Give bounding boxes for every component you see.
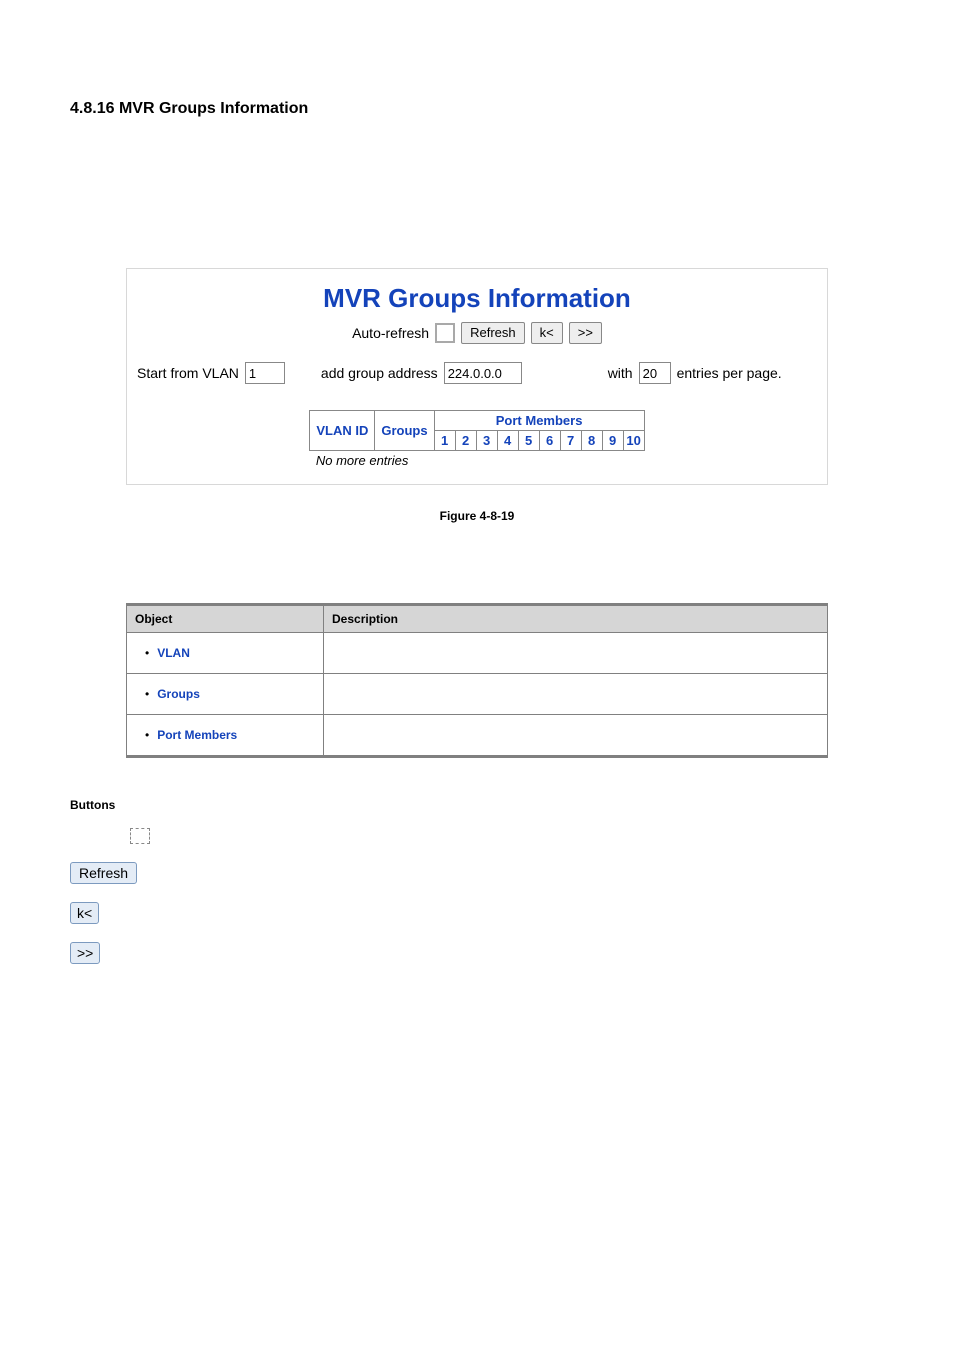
auto-refresh-hint-row: [70, 828, 884, 844]
entries-per-page-label: entries per page.: [677, 365, 782, 381]
refresh-button[interactable]: Refresh: [461, 322, 525, 344]
th-port-4: 4: [497, 431, 518, 451]
panel-title: MVR Groups Information: [137, 283, 817, 314]
mvr-groups-panel: MVR Groups Information Auto-refresh Refr…: [126, 268, 828, 485]
th-port-10: 10: [623, 431, 644, 451]
start-vlan-label: Start from VLAN: [137, 365, 239, 381]
desc-row-desc: [324, 633, 828, 674]
next-hint-row: >>: [70, 942, 884, 964]
auto-refresh-checkbox[interactable]: [435, 323, 455, 343]
with-label: with: [608, 365, 633, 381]
first-page-button-sample[interactable]: k<: [70, 902, 99, 924]
th-port-3: 3: [476, 431, 497, 451]
th-port-9: 9: [602, 431, 623, 451]
desc-row-label: VLAN: [157, 646, 190, 660]
table-row: •Port Members: [127, 715, 828, 757]
first-page-button[interactable]: k<: [531, 322, 563, 344]
entries-input[interactable]: [639, 362, 671, 384]
th-port-8: 8: [581, 431, 602, 451]
desc-row-label: Groups: [157, 687, 200, 701]
auto-refresh-label: Auto-refresh: [352, 325, 429, 341]
group-address-label: add group address: [321, 365, 438, 381]
th-vlan-id: VLAN ID: [310, 411, 375, 451]
no-entries-text: No more entries: [310, 451, 644, 471]
th-port-members: Port Members: [434, 411, 644, 431]
group-address-input[interactable]: [444, 362, 522, 384]
section-number: 4.8.16: [70, 100, 114, 117]
section-title: MVR Groups Information: [119, 100, 308, 117]
th-port-1: 1: [434, 431, 455, 451]
description-table: Object Description •VLAN •Groups •Port M…: [126, 603, 828, 758]
table-row: •Groups: [127, 674, 828, 715]
desc-th-object: Object: [127, 605, 324, 633]
start-vlan-input[interactable]: [245, 362, 285, 384]
desc-row-desc: [324, 715, 828, 757]
figure-caption: Figure 4-8-19: [126, 509, 828, 523]
refresh-hint-row: Refresh: [70, 862, 884, 884]
table-row: •VLAN: [127, 633, 828, 674]
buttons-heading: Buttons: [70, 798, 884, 812]
groups-data-table: VLAN ID Groups Port Members 1 2 3 4 5 6 …: [309, 410, 644, 470]
filter-row: Start from VLAN add group address with e…: [137, 362, 817, 384]
section-heading: 4.8.16 MVR Groups Information: [70, 100, 884, 118]
first-hint-row: k<: [70, 902, 884, 924]
desc-row-label: Port Members: [157, 728, 237, 742]
th-groups: Groups: [375, 411, 434, 451]
th-port-6: 6: [539, 431, 560, 451]
refresh-button-sample[interactable]: Refresh: [70, 862, 137, 884]
next-page-button[interactable]: >>: [569, 322, 602, 344]
controls-row: Auto-refresh Refresh k< >>: [137, 322, 817, 344]
auto-refresh-checkbox-icon: [130, 828, 150, 844]
desc-row-desc: [324, 674, 828, 715]
th-port-7: 7: [560, 431, 581, 451]
th-port-2: 2: [455, 431, 476, 451]
desc-th-description: Description: [324, 605, 828, 633]
next-page-button-sample[interactable]: >>: [70, 942, 100, 964]
th-port-5: 5: [518, 431, 539, 451]
